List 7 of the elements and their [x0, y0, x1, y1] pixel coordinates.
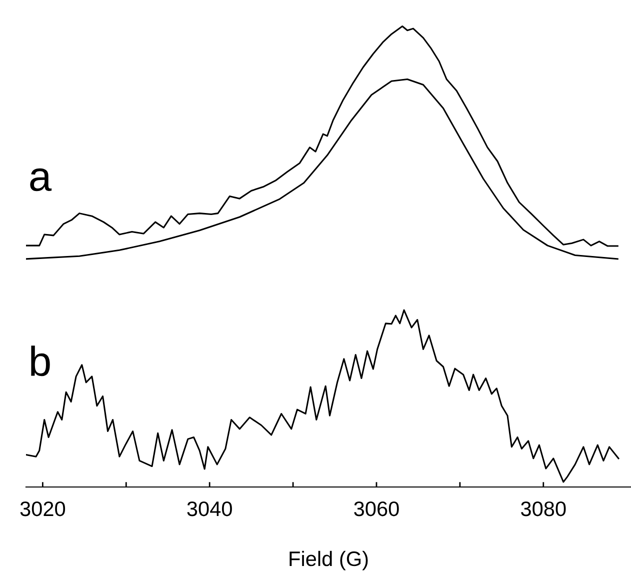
x-tick-label: 3060 — [354, 501, 399, 516]
annotation: b — [31, 346, 50, 376]
annotation: a — [30, 168, 52, 192]
x-tick-label: 3040 — [187, 501, 232, 516]
x-axis-title: Field (G) — [290, 550, 368, 570]
x-tick-label: 3020 — [20, 501, 66, 516]
x-tick-label: 3080 — [521, 501, 566, 516]
